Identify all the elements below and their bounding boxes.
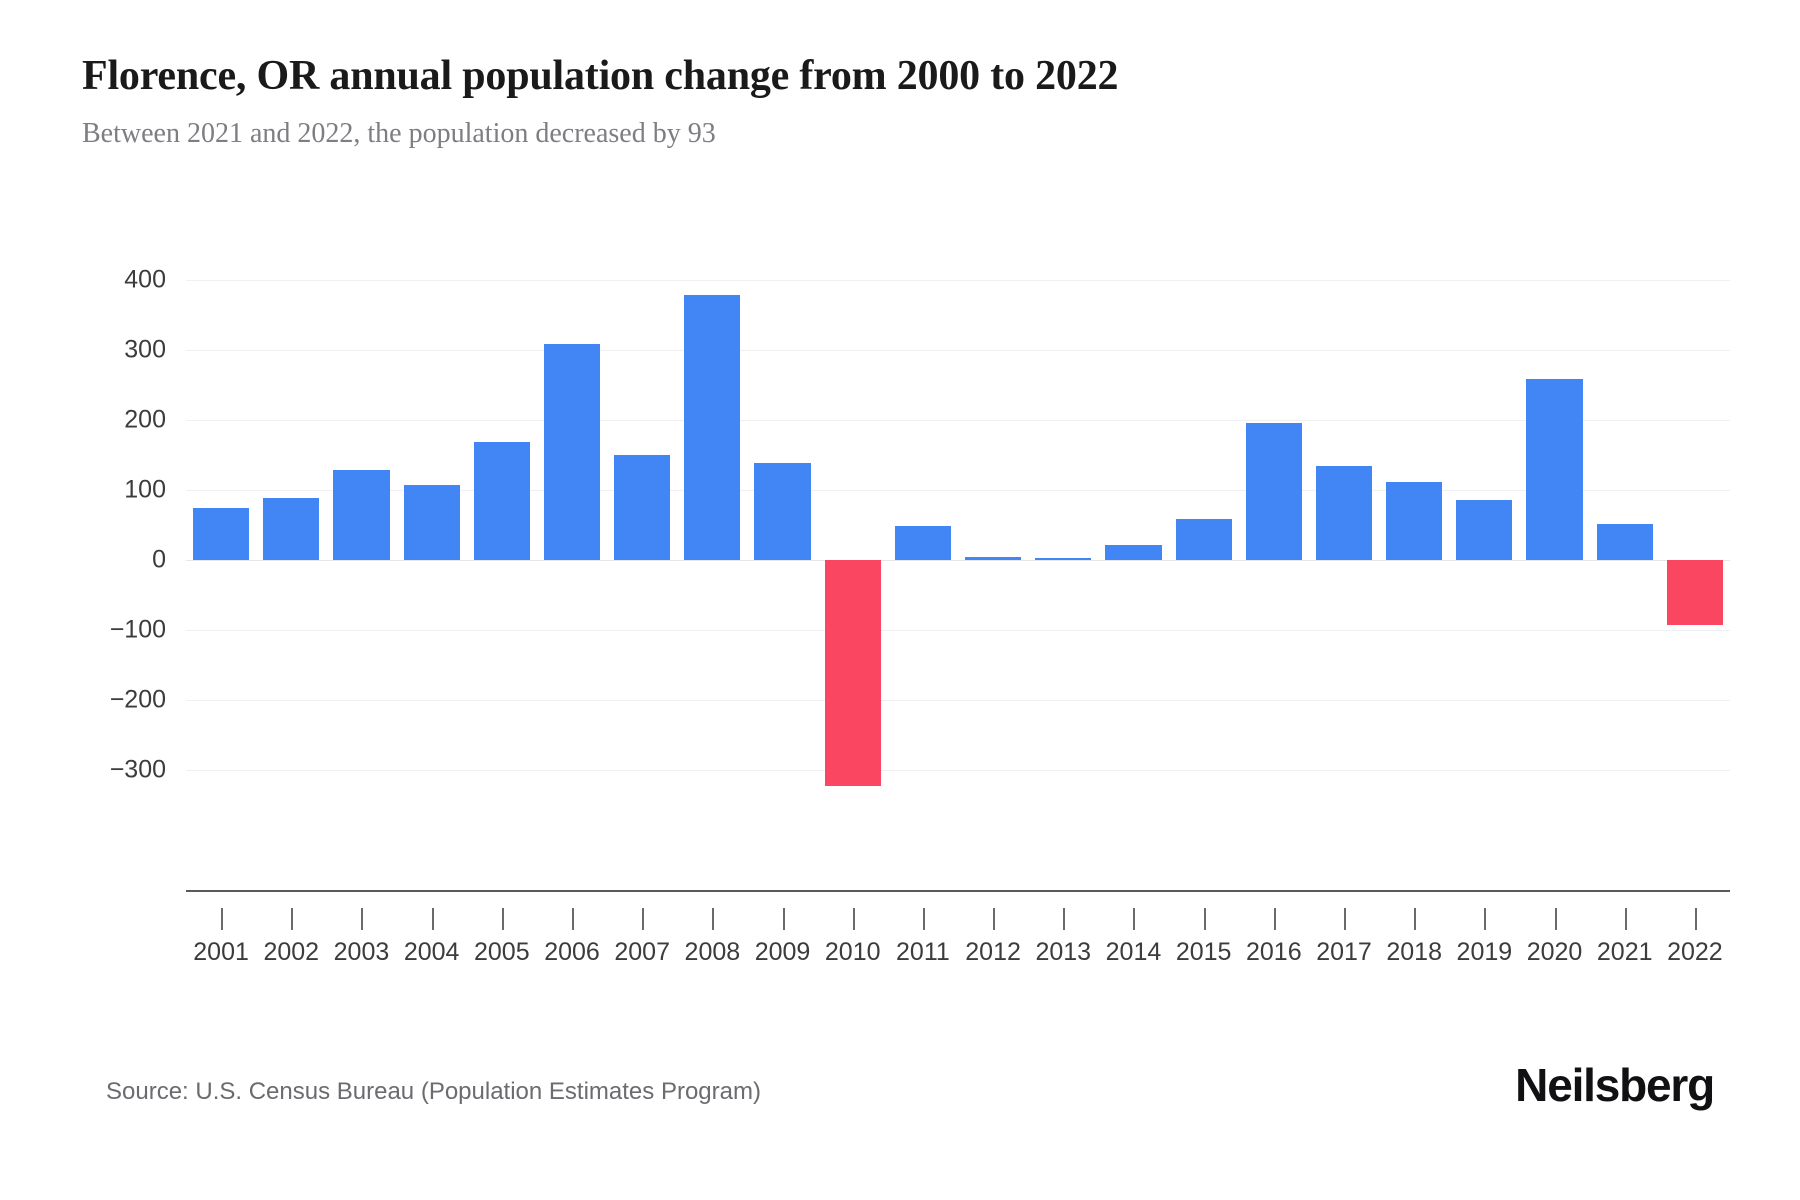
brand-logo: Neilsberg [1515,1059,1715,1111]
source-note: Source: U.S. Census Bureau (Population E… [106,1078,761,1105]
x-axis-tick [993,908,996,930]
x-axis-tick-label: 2004 [403,938,460,966]
bar-2013[interactable] [1035,558,1092,560]
gridline-400 [186,280,1730,281]
x-axis-tick-label: 2008 [684,938,741,966]
x-axis-tick-label: 2015 [1175,938,1232,966]
x-axis-tick [1554,908,1557,930]
x-axis-tick [852,908,855,930]
x-axis-tick [922,908,925,930]
x-axis-tick-label: 2022 [1667,938,1723,966]
bar-2003[interactable] [333,469,390,560]
x-axis-tick-label: 2013 [1035,938,1092,966]
gridline--100 [186,630,1730,631]
bar-2018[interactable] [1386,481,1443,560]
x-axis-tick [221,908,224,930]
x-axis-tick-label: 2018 [1386,938,1442,966]
bar-2014[interactable] [1105,544,1162,560]
gridline-100 [186,490,1730,491]
gridline-200 [186,420,1730,421]
y-axis-tick-label: 100 [124,475,166,504]
y-axis-tick-label: 0 [152,545,166,574]
chart-header: Florence, OR annual population change fr… [82,52,1722,150]
y-axis-tick-label: 200 [124,405,166,434]
x-axis-tick [572,908,574,930]
bar-2002[interactable] [263,498,320,560]
x-axis-tick-label: 2010 [824,938,881,966]
x-axis-tick [712,908,715,930]
x-axis-line [186,890,1730,892]
chart-subtitle: Between 2021 and 2022, the population de… [82,118,716,150]
x-axis-tick [1203,908,1206,930]
x-axis-tick-label: 2005 [474,938,530,966]
bar-2006[interactable] [543,343,601,560]
x-axis-tick [1484,908,1487,930]
gridline-300 [186,350,1730,351]
x-axis-tick-label: 2017 [1316,938,1372,966]
y-axis-tick-label: −100 [109,615,166,644]
gridline--200 [186,700,1730,701]
x-axis-tick [1344,908,1346,930]
x-axis-tick-label: 2012 [965,938,1021,966]
x-axis-tick-label: 2001 [193,938,249,966]
page-title: Florence, OR annual population change fr… [82,53,1119,99]
x-axis-tick-label: 2021 [1596,938,1653,966]
y-axis-tick-label: 400 [124,265,166,294]
bar-2007[interactable] [614,455,671,560]
bar-2001[interactable] [193,507,250,560]
y-axis-tick-label: −200 [109,685,166,714]
x-axis-tick [431,908,434,930]
gridlines-group [186,280,1730,771]
x-axis-tick [1273,908,1276,930]
gridline-0 [186,560,1730,561]
x-axis-tick [1063,908,1066,930]
x-axis-tick [291,908,294,930]
bar-2005[interactable] [473,441,530,560]
x-axis-tick-label: 2003 [333,938,390,966]
bar-2022[interactable] [1666,560,1723,626]
x-axis-tick-label: 2014 [1105,938,1162,966]
x-axis-tick [361,908,364,930]
x-axis-tick [642,908,645,930]
x-axis-tick [1414,908,1417,930]
x-axis-tick [1133,908,1136,930]
y-axis-tick-label: −300 [109,755,166,784]
bar-2011[interactable] [894,525,951,560]
bar-2017[interactable] [1315,466,1373,560]
gridline--300 [186,770,1730,771]
bar-2010[interactable] [824,560,881,787]
x-axis-tick-label: 2020 [1526,938,1583,966]
bar-2004[interactable] [403,485,460,560]
x-axis-tick [1694,908,1697,930]
x-axis-tick-label: 2016 [1246,938,1302,966]
x-axis-tick-label: 2002 [263,938,320,966]
bar-2019[interactable] [1456,499,1513,560]
bars-group [186,280,1730,787]
bar-2008[interactable] [684,295,741,560]
x-axis-tick-label: 2019 [1456,938,1513,966]
bar-2020[interactable] [1526,379,1583,560]
y-axis-tick-label: 300 [124,335,166,364]
bar-2021[interactable] [1596,524,1653,560]
x-axis-tick-label: 2009 [754,938,811,966]
x-axis-tick-label: 2011 [896,938,950,966]
x-axis-tick [1624,908,1627,930]
bar-2016[interactable] [1245,422,1302,560]
bar-2012[interactable] [965,557,1022,560]
x-axis-tick [782,908,785,930]
bar-2015[interactable] [1175,518,1232,560]
x-axis-tick-label: 2006 [544,938,600,966]
x-axis-tick-label: 2007 [614,938,670,966]
bar-2009[interactable] [754,463,811,560]
x-axis-tick [501,908,504,930]
